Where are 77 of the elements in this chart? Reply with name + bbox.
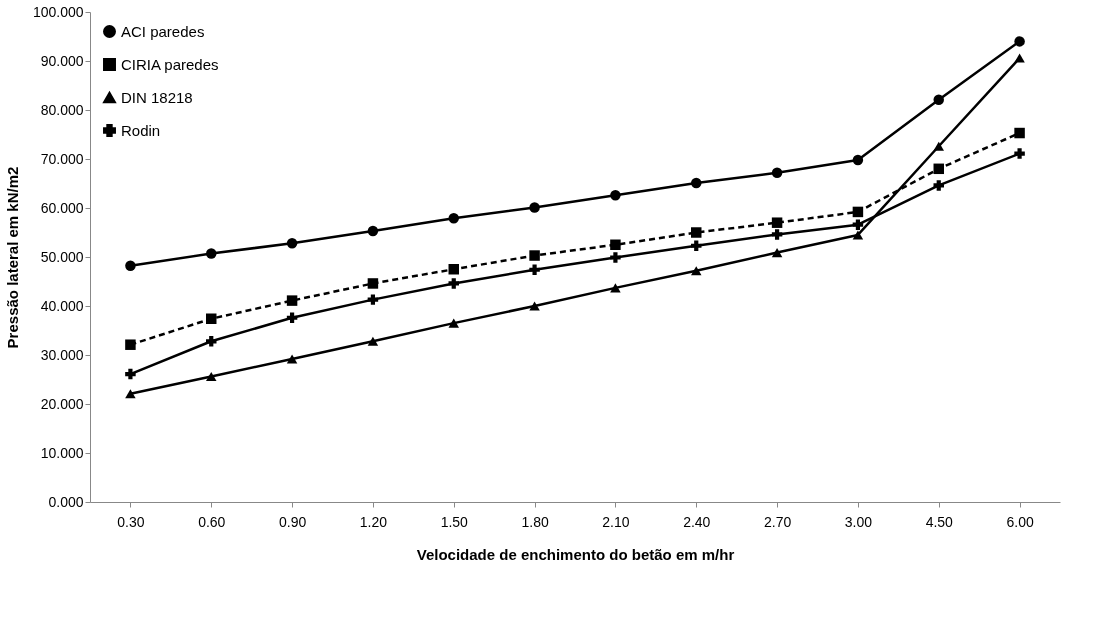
- point: [852, 219, 864, 230]
- point: [691, 227, 702, 238]
- point: [529, 264, 540, 275]
- y-tick-label: 100.000: [32, 3, 84, 20]
- legend-label: ACI paredes: [121, 22, 205, 40]
- x-tick-label: 2.70: [763, 513, 792, 530]
- point: [852, 154, 864, 166]
- point: [286, 238, 298, 249]
- x-tick-label: 1.50: [440, 513, 469, 530]
- point: [367, 225, 379, 237]
- point: [367, 336, 379, 346]
- point: [933, 180, 944, 191]
- point: [206, 248, 217, 259]
- y-axis-title: Pressão lateral em kN/m2: [3, 166, 21, 349]
- point: [367, 294, 379, 305]
- point: [125, 389, 136, 399]
- point: [610, 239, 621, 250]
- point: [206, 336, 217, 347]
- x-axis-title: Velocidade de enchimento do betão em m/hr: [416, 545, 735, 563]
- point: [206, 313, 217, 324]
- point: [448, 213, 459, 224]
- x-tick-label: 4.50: [925, 513, 954, 530]
- point: [125, 368, 136, 380]
- point: [933, 141, 944, 151]
- point: [286, 354, 298, 364]
- x-tick-label: 0.30: [117, 513, 145, 530]
- y-tick-label: 10.000: [40, 444, 84, 461]
- point: [610, 252, 621, 263]
- y-tick-label: 60.000: [40, 199, 84, 216]
- point: [1014, 53, 1025, 63]
- point: [610, 283, 621, 293]
- y-tick-label: 80.000: [40, 101, 84, 118]
- point: [367, 278, 379, 289]
- point: [771, 217, 783, 228]
- x-tick-label: 2.40: [683, 513, 711, 530]
- point: [691, 177, 702, 189]
- point: [610, 190, 621, 201]
- y-tick-label: 50.000: [40, 248, 84, 265]
- point: [1014, 148, 1025, 159]
- point: [691, 240, 702, 251]
- point: [852, 230, 864, 240]
- point: [771, 167, 783, 178]
- point: [771, 248, 783, 258]
- x-tick-label: 6.00: [1006, 513, 1034, 530]
- point: [448, 264, 459, 275]
- point: [529, 250, 540, 261]
- y-tick-label: 20.000: [40, 395, 84, 412]
- point: [529, 202, 540, 213]
- point: [691, 266, 702, 276]
- point: [448, 278, 459, 289]
- y-tick-label: 0.000: [48, 493, 84, 510]
- x-tick-label: 0.90: [278, 513, 307, 530]
- y-tick-label: 40.000: [40, 297, 84, 314]
- x-tick-label: 0.60: [198, 513, 226, 530]
- point: [448, 318, 459, 328]
- y-tick-label: 30.000: [40, 346, 84, 363]
- legend-label: CIRIA paredes: [121, 55, 219, 73]
- point: [933, 94, 944, 105]
- point: [1014, 127, 1025, 139]
- x-tick-label: 3.00: [844, 513, 873, 530]
- point: [206, 372, 217, 382]
- x-tick-label: 2.10: [602, 513, 630, 530]
- point: [125, 339, 136, 350]
- point: [852, 206, 864, 218]
- x-tick-label: 1.20: [359, 513, 388, 530]
- y-tick-label: 90.000: [40, 52, 84, 69]
- x-tick-label: 1.80: [521, 513, 549, 530]
- point: [529, 301, 540, 311]
- point: [286, 295, 298, 306]
- point: [125, 260, 136, 272]
- legend-label: Rodin: [121, 121, 161, 139]
- point: [286, 312, 298, 323]
- point: [933, 163, 944, 175]
- point: [771, 229, 783, 240]
- legend-label: DIN 18218: [121, 88, 193, 106]
- y-tick-label: 70.000: [40, 150, 84, 167]
- point: [1014, 36, 1025, 47]
